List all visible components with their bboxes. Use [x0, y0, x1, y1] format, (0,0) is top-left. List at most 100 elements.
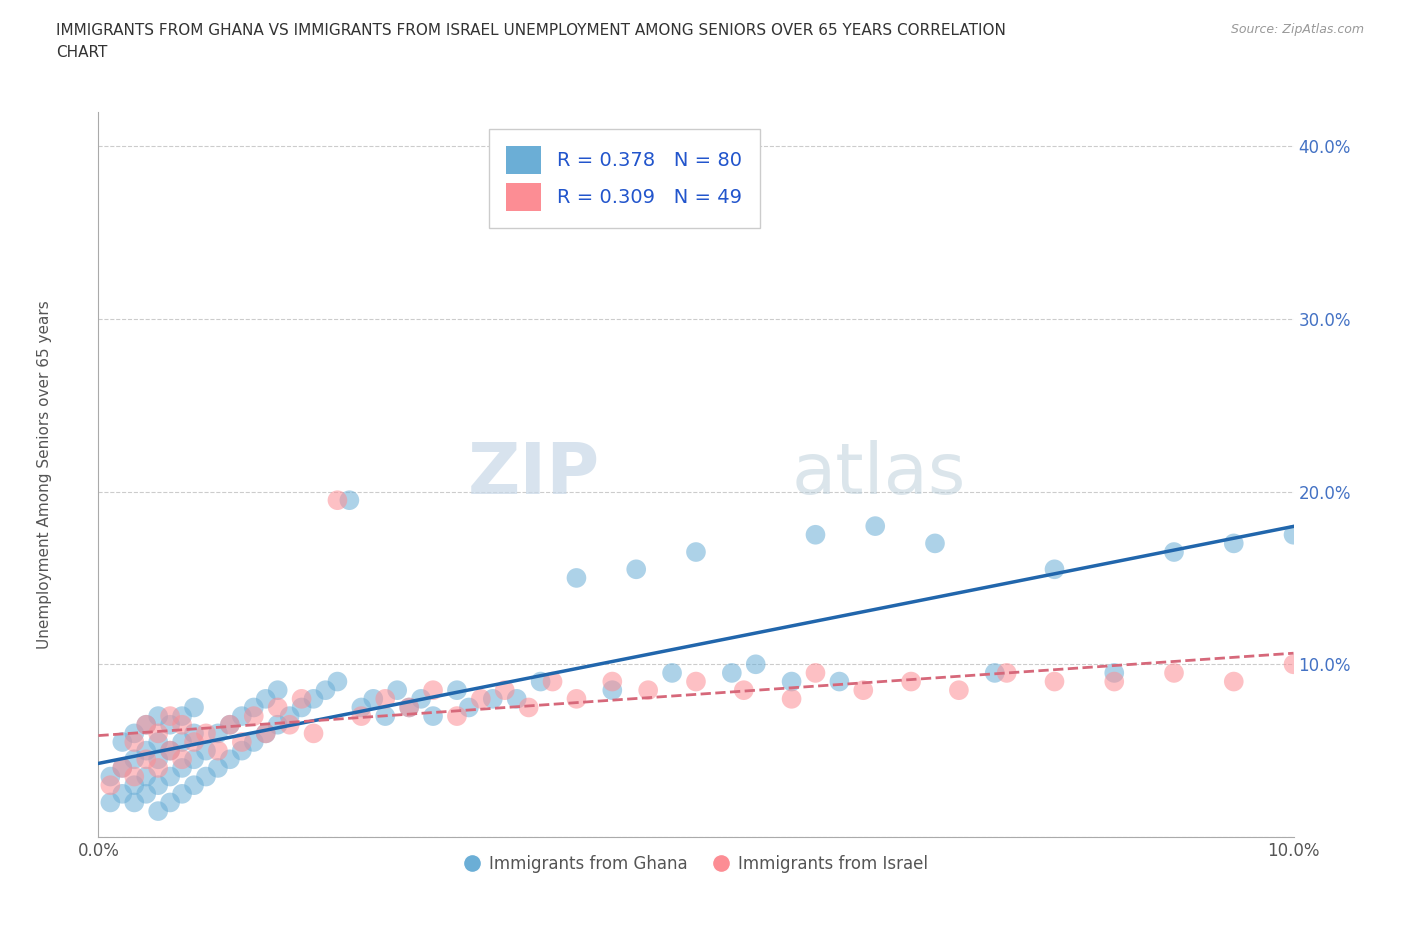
Point	[278, 709, 301, 724]
Point	[148, 735, 170, 750]
Point	[172, 717, 194, 732]
Point	[422, 683, 444, 698]
Point	[159, 743, 181, 758]
Point	[302, 726, 325, 741]
Point	[339, 493, 361, 508]
Point	[124, 751, 146, 766]
Point	[172, 735, 194, 750]
Point	[207, 726, 229, 741]
Point	[183, 751, 205, 766]
Point	[995, 666, 1018, 681]
Point	[565, 570, 588, 585]
Point	[159, 795, 181, 810]
Point	[254, 691, 277, 706]
Point	[804, 527, 827, 542]
Point	[745, 657, 768, 671]
Point	[98, 795, 122, 810]
Point	[219, 717, 242, 732]
Point	[494, 683, 516, 698]
Point	[804, 666, 827, 681]
Text: IMMIGRANTS FROM GHANA VS IMMIGRANTS FROM ISRAEL UNEMPLOYMENT AMONG SENIORS OVER : IMMIGRANTS FROM GHANA VS IMMIGRANTS FROM…	[56, 23, 1007, 38]
Point	[637, 683, 659, 698]
Point	[148, 751, 170, 766]
Point	[1223, 674, 1246, 689]
Point	[685, 545, 707, 560]
Point	[195, 726, 218, 741]
Point	[267, 683, 290, 698]
Point	[852, 683, 875, 698]
Point	[1163, 666, 1185, 681]
Point	[159, 717, 181, 732]
Point	[183, 735, 205, 750]
Point	[124, 769, 146, 784]
Point	[385, 683, 409, 698]
Text: Unemployment Among Seniors over 65 years: Unemployment Among Seniors over 65 years	[37, 300, 52, 649]
Point	[302, 691, 325, 706]
Point	[1043, 562, 1066, 577]
Point	[172, 761, 194, 776]
Point	[924, 536, 946, 551]
Point	[1223, 536, 1246, 551]
Point	[506, 691, 529, 706]
Point	[780, 691, 803, 706]
Point	[267, 717, 290, 732]
Point	[291, 691, 314, 706]
Point	[1104, 674, 1126, 689]
Point	[315, 683, 337, 698]
Point	[541, 674, 564, 689]
Point	[398, 700, 420, 715]
Point	[243, 709, 266, 724]
Point	[111, 761, 134, 776]
Point	[124, 777, 146, 792]
Point	[111, 761, 134, 776]
Point	[446, 683, 468, 698]
Point	[458, 700, 481, 715]
Point	[148, 777, 170, 792]
Point	[685, 674, 707, 689]
Point	[828, 674, 851, 689]
Point	[135, 787, 157, 802]
Point	[602, 683, 624, 698]
Point	[482, 691, 505, 706]
Point	[219, 717, 242, 732]
Point	[98, 769, 122, 784]
Point	[267, 700, 290, 715]
Point	[254, 726, 277, 741]
Point	[124, 726, 146, 741]
Text: CHART: CHART	[56, 45, 108, 60]
Point	[183, 726, 205, 741]
Point	[278, 717, 301, 732]
Point	[111, 787, 134, 802]
Point	[780, 674, 803, 689]
Point	[291, 700, 314, 715]
Point	[411, 691, 433, 706]
Point	[231, 709, 253, 724]
Point	[159, 709, 181, 724]
Point	[661, 666, 683, 681]
Point	[148, 709, 170, 724]
Point	[124, 795, 146, 810]
Point	[183, 777, 205, 792]
Point	[254, 726, 277, 741]
Point	[207, 743, 229, 758]
Legend: Immigrants from Ghana, Immigrants from Israel: Immigrants from Ghana, Immigrants from I…	[457, 848, 935, 880]
Point	[195, 769, 218, 784]
Point	[207, 761, 229, 776]
Point	[530, 674, 553, 689]
Point	[326, 674, 349, 689]
Point	[374, 691, 396, 706]
Point	[1104, 666, 1126, 681]
Point	[148, 726, 170, 741]
Point	[183, 700, 205, 715]
Point	[1163, 545, 1185, 560]
Point	[135, 751, 157, 766]
Point	[219, 751, 242, 766]
Point	[865, 519, 887, 534]
Point	[135, 769, 157, 784]
Point	[984, 666, 1007, 681]
Text: atlas: atlas	[792, 440, 966, 509]
Point	[363, 691, 385, 706]
Point	[243, 700, 266, 715]
Point	[733, 683, 755, 698]
Point	[172, 787, 194, 802]
